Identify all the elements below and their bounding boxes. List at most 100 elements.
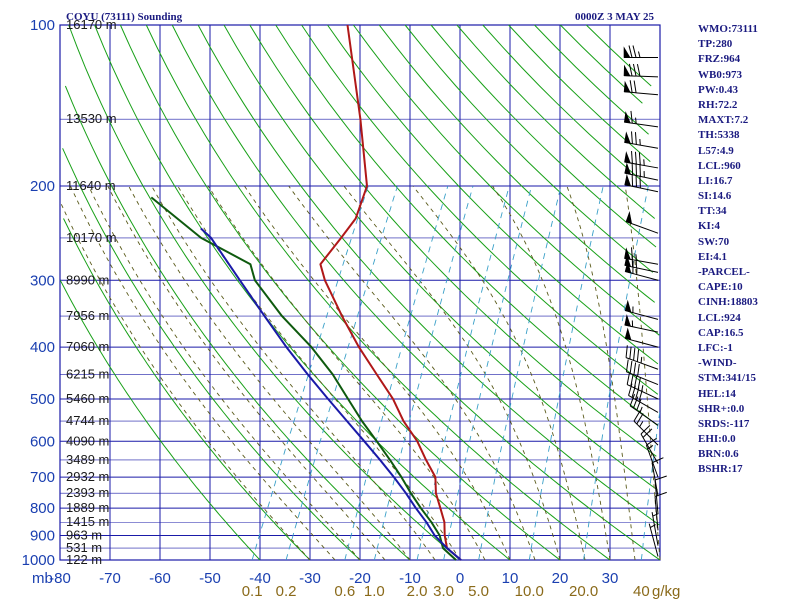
index-entry: EHI:0.0 <box>698 433 736 446</box>
moist-adiabat <box>566 185 636 561</box>
wind-barb <box>640 425 659 464</box>
parcel-profile <box>200 227 462 561</box>
moist-adiabat <box>151 185 436 561</box>
index-entry: EI:4.1 <box>698 250 728 263</box>
height-label: 1415 m <box>66 514 109 529</box>
height-label: 11640 m <box>66 178 116 193</box>
moist-adiabat <box>492 185 611 561</box>
dry-adiabat <box>68 24 461 561</box>
mixing-ratio-tick-label: 5.0 <box>468 583 489 600</box>
dry-adiabat <box>197 24 660 526</box>
wind-barb <box>625 359 659 386</box>
pressure-tick-label: 200 <box>30 178 55 195</box>
wind-barb <box>624 260 659 281</box>
temperature-tick-label: -60 <box>149 570 171 587</box>
pressure-tick-label: 600 <box>30 433 55 450</box>
height-label: 7060 m <box>66 339 109 354</box>
chart-title: COYU (73111) Sounding <box>66 11 183 23</box>
mixing-ratio-line <box>583 186 649 561</box>
pressure-tick-label: 100 <box>30 17 55 34</box>
height-label: 1889 m <box>66 500 109 515</box>
mixing-ratio-lines <box>251 185 661 561</box>
height-label: 4090 m <box>66 433 109 448</box>
dry-adiabat <box>62 148 361 561</box>
wind-barb <box>624 299 659 320</box>
pressure-tick-label: 500 <box>30 391 55 408</box>
chart-time: 0000Z 3 MAY 25 <box>575 11 654 23</box>
wind-barb <box>645 437 659 478</box>
mixing-ratio-tick-label: 1.0 <box>364 583 385 600</box>
mixing-ratio-tick-label: 10.0 <box>515 583 544 600</box>
height-label: 13530 m <box>66 111 117 126</box>
dry-adiabat <box>378 24 656 303</box>
index-entry: L57:4.9 <box>698 144 734 157</box>
height-label: 2393 m <box>66 485 109 500</box>
dry-adiabat <box>171 24 661 561</box>
mixing-ratio-tick-label: 3.0 <box>433 583 454 600</box>
pressure-unit-label: mb <box>32 570 53 587</box>
temperature-tick-label: -30 <box>299 570 321 587</box>
moist-adiabat <box>244 185 511 561</box>
moist-adiabats <box>60 185 661 561</box>
index-entry: LFC:-1 <box>698 341 733 354</box>
pressure-labels: 100 200 300 400 500 600 700 800 900 1000 <box>22 17 55 569</box>
dry-adiabat <box>223 24 658 491</box>
index-entry: PW:0.43 <box>698 83 739 96</box>
mixing-ratio-tick-label: 0.2 <box>276 583 297 600</box>
index-entry: SHR+:0.0 <box>698 402 745 415</box>
temperature-tick-label: 0 <box>456 570 464 587</box>
temperature-profile <box>319 24 462 561</box>
wind-barb <box>654 491 667 531</box>
index-entry: LI:16.7 <box>698 174 733 187</box>
index-entry: BRN:0.6 <box>698 448 739 461</box>
mixing-ratio-tick-label: 2.0 <box>407 583 428 600</box>
wind-barb <box>625 211 659 234</box>
mixing-ratio-tick-label: 20.0 <box>569 583 598 600</box>
mixing-ratio-tick-label: 40 <box>633 583 650 600</box>
temperature-tick-label: -20 <box>349 570 371 587</box>
index-entry: -WIND- <box>698 357 737 370</box>
index-entry: LCL:924 <box>698 311 741 324</box>
wind-barb <box>624 327 659 348</box>
wind-barb <box>623 63 659 78</box>
index-entry: CAPE:10 <box>698 281 743 294</box>
index-entry: RH:72.2 <box>698 98 738 111</box>
mixing-ratio-tick-label: 0.6 <box>334 583 355 600</box>
wind-barb <box>624 314 659 333</box>
dry-adiabat <box>59 280 261 561</box>
index-entry: KI:4 <box>698 220 720 233</box>
height-label: 16170 m <box>66 17 117 32</box>
height-label: 5460 m <box>66 391 109 406</box>
wind-barb <box>633 410 659 446</box>
height-label: 3489 m <box>66 452 109 467</box>
index-entry: TP:280 <box>698 38 733 51</box>
index-entry: CINH:18803 <box>698 296 758 309</box>
temperature-tick-label: -80 <box>49 570 71 587</box>
dry-adiabat <box>64 85 411 561</box>
temperature-tick-label: 30 <box>602 570 619 587</box>
pressure-tick-label: 1000 <box>22 552 55 569</box>
height-label: 531 m <box>66 540 102 555</box>
index-entry: TH:5338 <box>698 129 740 142</box>
pressure-tick-label: 400 <box>30 339 55 356</box>
mixing-ratio-tick-label: 0.1 <box>242 583 263 600</box>
height-label: 8990 m <box>66 272 109 287</box>
wind-barb <box>623 80 659 96</box>
moist-adiabat <box>412 185 586 561</box>
wind-barb <box>624 162 659 181</box>
wind-barb <box>629 394 659 426</box>
index-entry: HEL:14 <box>698 387 736 400</box>
index-entry: CAP:16.5 <box>698 326 744 339</box>
dry-adiabat <box>63 218 311 561</box>
temperature-tick-label: 20 <box>552 570 569 587</box>
mixing-ratio-unit-label: g/kg <box>652 583 680 600</box>
dry-adiabat <box>145 24 611 561</box>
height-label: 963 m <box>66 528 102 543</box>
dry-adiabat <box>94 24 511 561</box>
temperature-tick-label: -40 <box>249 570 271 587</box>
mixing-ratio-line <box>528 186 604 561</box>
temperature-labels: -80 -70 -60 -50 -40 -30 -20 -10 0 10 20 30 <box>49 570 618 587</box>
dry-adiabat <box>249 24 657 457</box>
wind-barb <box>651 512 659 546</box>
index-entry: SW:70 <box>698 235 730 248</box>
